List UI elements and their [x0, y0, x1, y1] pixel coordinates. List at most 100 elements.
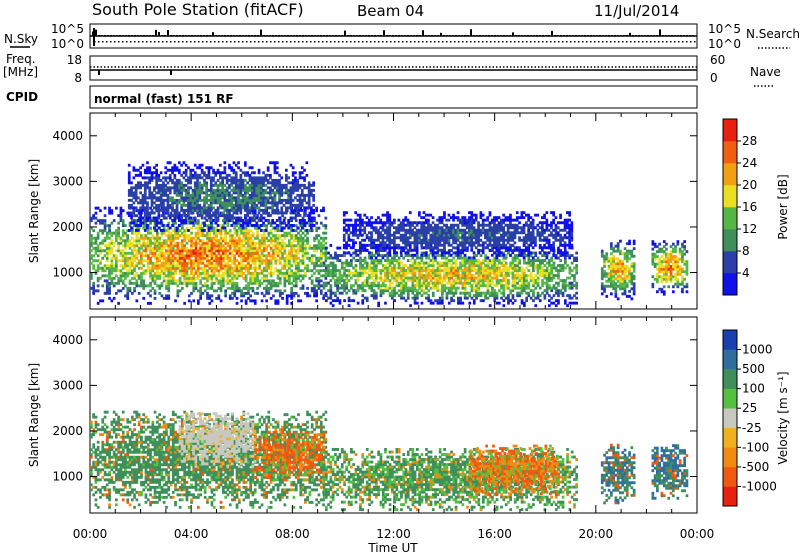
- data-cell: [463, 269, 467, 272]
- data-cell: [452, 294, 456, 298]
- search-dot: [606, 41, 608, 43]
- data-cell: [103, 229, 107, 233]
- data-cell: [233, 276, 237, 280]
- data-cell: [493, 289, 497, 293]
- data-cell: [222, 256, 225, 260]
- data-cell: [226, 249, 230, 253]
- data-cell: [276, 226, 280, 230]
- data-cell: [266, 206, 270, 210]
- data-cell: [479, 261, 483, 265]
- data-cell: [139, 166, 142, 170]
- data-cell: [192, 219, 196, 223]
- data-cell: [207, 211, 211, 215]
- data-cell: [315, 291, 318, 295]
- data-cell: [319, 244, 323, 248]
- data-cell: [146, 301, 150, 305]
- data-cell: [322, 239, 325, 243]
- data-cell: [235, 296, 239, 300]
- data-cell: [208, 214, 212, 218]
- data-cell: [310, 269, 314, 273]
- data-cell: [242, 291, 246, 295]
- data-cell: [298, 201, 302, 205]
- data-cell: [169, 234, 173, 238]
- data-cell: [312, 208, 315, 212]
- data-cell: [228, 211, 231, 215]
- data-cell: [143, 211, 147, 215]
- data-cell: [441, 269, 444, 272]
- data-cell: [199, 234, 202, 238]
- data-cell: [299, 229, 303, 233]
- data-cell: [112, 256, 116, 260]
- data-cell: [128, 271, 132, 275]
- data-cell: [278, 221, 282, 225]
- data-cell: [115, 269, 118, 273]
- data-cell: [429, 244, 433, 247]
- sky-spike: [305, 35, 307, 36]
- data-cell: [356, 284, 360, 288]
- data-cell: [329, 274, 333, 277]
- search-dot: [522, 41, 524, 43]
- data-cell: [231, 249, 234, 253]
- data-cell: [90, 244, 93, 248]
- data-cell: [235, 259, 239, 263]
- data-cell: [324, 259, 328, 263]
- data-cell: [165, 284, 168, 288]
- data-cell: [225, 198, 229, 202]
- data-cell: [194, 256, 198, 260]
- data-cell: [171, 198, 174, 202]
- data-cell: [406, 294, 410, 298]
- data-cell: [283, 244, 287, 248]
- data-cell: [149, 289, 152, 293]
- data-cell: [133, 224, 136, 228]
- data-cell: [294, 181, 297, 185]
- data-cell: [280, 229, 284, 232]
- data-cell: [273, 226, 277, 230]
- sky-spike: [596, 35, 598, 36]
- data-cell: [372, 266, 376, 270]
- data-cell: [162, 264, 166, 268]
- data-cell: [117, 259, 120, 263]
- data-cell: [297, 269, 300, 273]
- data-cell: [212, 274, 216, 278]
- data-cell: [193, 176, 197, 180]
- data-cell: [175, 166, 179, 170]
- data-cell: [115, 236, 118, 240]
- data-cell: [181, 259, 184, 263]
- data-cell: [155, 183, 158, 187]
- data-cell: [256, 266, 259, 270]
- data-cell: [246, 214, 249, 217]
- data-cell: [159, 198, 163, 202]
- data-cell: [192, 241, 196, 245]
- data-cell: [239, 193, 243, 197]
- data-cell: [479, 269, 483, 272]
- data-cell: [308, 256, 312, 260]
- data-cell: [397, 281, 401, 285]
- data-cell: [105, 289, 109, 293]
- search-tick-bottom: 10^0: [708, 37, 741, 51]
- data-cell: [189, 176, 193, 180]
- data-cell: [233, 249, 237, 253]
- search-dot: [294, 41, 296, 43]
- data-cell: [119, 264, 123, 268]
- data-cell: [142, 271, 146, 275]
- search-dot: [342, 41, 344, 43]
- data-cell: [402, 289, 406, 293]
- data-cell: [128, 269, 132, 273]
- data-cell: [99, 229, 102, 233]
- data-cell: [273, 221, 277, 225]
- data-cell: [255, 203, 259, 207]
- data-cell: [146, 196, 149, 200]
- data-cell: [384, 274, 387, 277]
- data-cell: [411, 266, 415, 270]
- data-cell: [187, 299, 191, 303]
- data-cell: [215, 219, 218, 223]
- data-cell: [117, 236, 120, 240]
- data-cell: [283, 271, 287, 275]
- data-cell: [272, 244, 275, 248]
- data-cell: [290, 226, 293, 230]
- data-cell: [216, 191, 220, 195]
- data-cell: [240, 229, 243, 233]
- data-cell: [187, 206, 190, 210]
- data-cell: [178, 181, 181, 185]
- data-cell: [354, 279, 358, 282]
